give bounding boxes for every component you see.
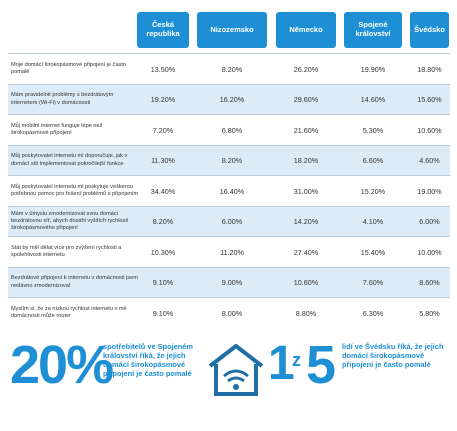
column-header: Německo [276, 12, 336, 48]
cell-value: 16.20% [219, 95, 245, 104]
cell-value: 6.80% [221, 125, 243, 135]
cell-value: 15.20% [360, 186, 386, 196]
column-header: Nizozemsko [197, 12, 267, 48]
cell-value: 34.40% [150, 186, 176, 196]
cell-value: 15.40% [360, 247, 386, 257]
table-row: Můj poskytovatel internetu mi poskytuje … [8, 175, 450, 205]
cell-value: 9.10% [152, 278, 174, 287]
cell-value: 14.60% [360, 95, 386, 104]
column-header: Spojené království [344, 12, 402, 48]
row-label: Mám v úmyslu zmodernizovat svou domácí b… [11, 210, 129, 232]
row-label: Mám pravidelné problémy s bezdrátovým in… [11, 92, 114, 106]
big-figure: z [292, 350, 301, 370]
column-header: Česká republika [137, 12, 189, 48]
row-label: Stát by měl dělat více pro zvýšení rychl… [11, 244, 122, 258]
cell-value: 7.60% [362, 278, 384, 287]
cell-value: 9.10% [152, 308, 174, 318]
cell-value: 8.20% [221, 156, 243, 165]
row-label: Můj poskytovatel internetu mi doporučuje… [11, 153, 128, 167]
cell-value: 29.60% [293, 95, 319, 104]
table-row: Stát by měl dělat více pro zvýšení rychl… [8, 236, 450, 266]
table-row: Mám v úmyslu zmodernizovat svou domácí b… [8, 205, 450, 236]
cell-value: 16.40% [219, 186, 245, 196]
table-row: Moje domácí širokopásmové připojení je č… [8, 53, 450, 83]
row-label: Myslím si, že za nízkou rychlost interne… [11, 305, 127, 319]
cell-value: 27.40% [293, 247, 319, 257]
cell-value: 19.20% [150, 95, 176, 104]
note-text: lidí ve Švédsku říká, že jejich domácí š… [342, 342, 444, 370]
big-figure: 1 [268, 337, 295, 390]
big-figure: 5 [306, 335, 337, 395]
cell-value: 11.20% [220, 247, 244, 257]
cell-value: 18.20% [293, 156, 319, 165]
cell-value: 10.60% [293, 278, 319, 287]
note-text: spotřebitelů ve Spojeném království říká… [103, 342, 193, 379]
cell-value: 31.00% [293, 186, 319, 196]
cell-value: 14.20% [293, 217, 319, 226]
cell-value: 19.90% [360, 64, 386, 74]
cell-value: 8.80% [295, 308, 317, 318]
column-header: Švédsko [410, 12, 449, 48]
table-row: Můj mobilní internet funguje lépe než ši… [8, 114, 450, 144]
row-label: Můj poskytovatel internetu mi poskytuje … [11, 183, 139, 197]
cell-value: 26.20% [293, 64, 319, 74]
cell-value: 8.00% [221, 308, 243, 318]
table-row: Myslím si, že za nízkou rychlost interne… [8, 297, 450, 327]
cell-value: 15.60% [417, 95, 442, 104]
cell-value: 8.20% [221, 64, 243, 74]
cell-value: 5.80% [419, 308, 440, 318]
cell-value: 8.20% [152, 217, 174, 226]
cell-value: 7.20% [152, 125, 174, 135]
cell-value: 4.10% [362, 217, 384, 226]
cell-value: 18.80% [417, 64, 442, 74]
cell-value: 19.00% [417, 186, 442, 196]
cell-value: 9.00% [221, 278, 243, 287]
table-row: Mám pravidelné problémy s bezdrátovým in… [8, 83, 450, 114]
cell-value: 10.00% [417, 247, 442, 257]
cell-value: 6.30% [362, 308, 384, 318]
big-figure: 20% [10, 335, 114, 395]
cell-value: 13.50% [150, 64, 176, 74]
row-label: Můj mobilní internet funguje lépe než ši… [11, 122, 103, 136]
cell-value: 10.30% [150, 247, 176, 257]
row-label: Moje domácí širokopásmové připojení je č… [11, 61, 127, 75]
cell-value: 5.30% [362, 125, 384, 135]
cell-value: 4.60% [419, 156, 440, 165]
row-label: Bezdrátové připojení k internetu v domác… [11, 275, 138, 289]
cell-value: 6.00% [221, 217, 243, 226]
table-row: Můj poskytovatel internetu mi doporučuje… [8, 144, 450, 175]
cell-value: 10.60% [417, 125, 442, 135]
cell-value: 8.60% [419, 278, 440, 287]
cell-value: 11.30% [151, 156, 175, 165]
cell-value: 6.00% [419, 217, 440, 226]
wifi-house-icon [208, 344, 264, 396]
table-row: Bezdrátové připojení k internetu v domác… [8, 266, 450, 297]
cell-value: 21.60% [293, 125, 319, 135]
cell-value: 6.60% [362, 156, 384, 165]
